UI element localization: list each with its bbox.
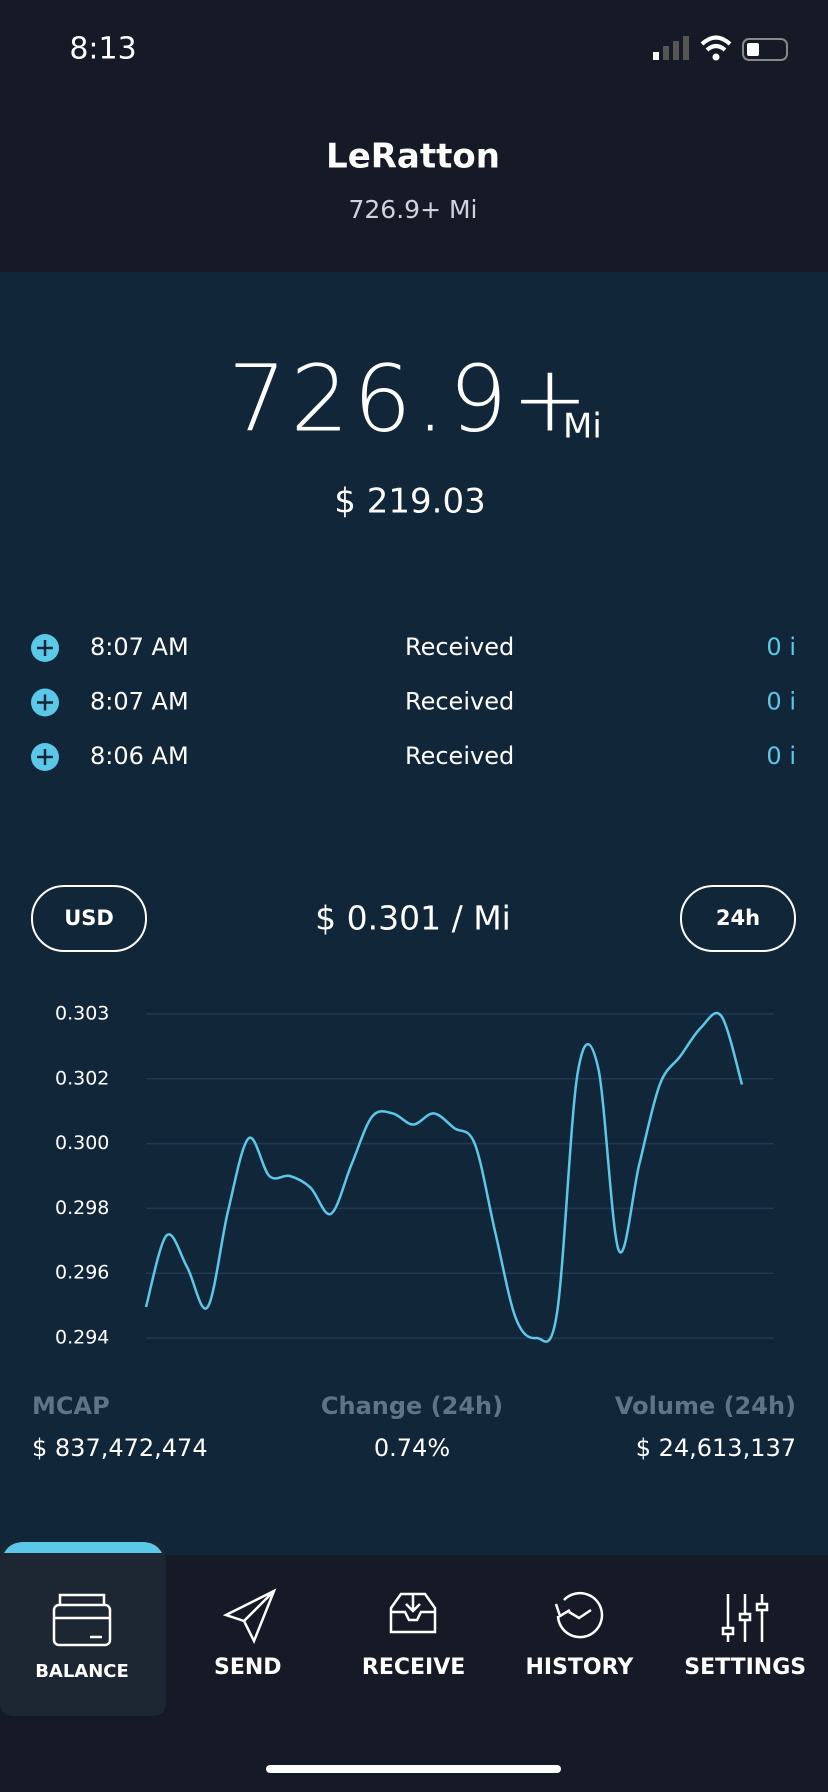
tx-time: 8:06 AM <box>90 742 189 770</box>
tab-label[interactable]: BALANCE <box>35 1661 129 1682</box>
y-tick-label: 0.303 <box>55 1003 109 1025</box>
top-bar <box>0 0 828 272</box>
tx-icon-plus <box>37 640 53 656</box>
stat-value: 0.74% <box>374 1434 450 1462</box>
tx-icon-plus <box>37 694 53 711</box>
stat-value: $ 837,472,474 <box>32 1434 208 1462</box>
tab-label[interactable]: SEND <box>214 1655 282 1680</box>
wallet-title: LeRatton <box>326 137 500 177</box>
home-indicator <box>266 1765 561 1773</box>
tx-amount: 0 i <box>766 688 796 716</box>
stat-label: Change (24h) <box>321 1392 503 1420</box>
tx-status: Received <box>405 688 514 716</box>
stat-label: Volume (24h) <box>615 1392 796 1420</box>
period-button[interactable] <box>680 885 796 952</box>
tx-amount: 0 i <box>766 742 796 770</box>
tx-status: Received <box>405 633 514 661</box>
price-chart: 0.294 0.296 0.298 0.300 0.302 0.303 <box>55 1003 774 1349</box>
tab-label[interactable]: RECEIVE <box>362 1655 465 1680</box>
stat-label: MCAP <box>32 1392 110 1420</box>
tx-status: Received <box>405 742 514 770</box>
main-panel <box>0 272 828 1555</box>
stat-value: $ 24,613,137 <box>636 1434 796 1462</box>
active-tab-indicator <box>4 1542 162 1553</box>
period-label[interactable]: 24h <box>716 906 760 930</box>
y-tick-label: 0.298 <box>55 1197 109 1219</box>
price-line <box>144 1011 744 1343</box>
tab-label[interactable]: SETTINGS <box>684 1655 806 1680</box>
currency-button[interactable] <box>31 885 147 952</box>
tab-icons <box>52 1588 769 1647</box>
tx-icon-plus <box>37 749 53 765</box>
clock: 8:13 <box>69 32 136 67</box>
price-rate: $ 0.301 / Mi <box>315 899 511 938</box>
y-tick-label: 0.296 <box>55 1262 109 1284</box>
status-icons <box>653 35 788 61</box>
tx-time: 8:07 AM <box>90 633 189 661</box>
tx-time: 8:07 AM <box>90 688 189 716</box>
stats: MCAP $ 837,472,474 Change (24h) 0.74% Volume… <box>32 1392 796 1462</box>
y-tick-label: 0.302 <box>55 1067 109 1089</box>
currency-label[interactable]: USD <box>64 906 114 930</box>
tabs: BALANCE SEND RECEIVE HISTORY SETTINGS <box>35 1655 806 1682</box>
balance-fiat: $ 219.03 <box>334 482 485 522</box>
balance-unit: Mi <box>563 407 602 447</box>
tx-amount: 0 i <box>766 633 796 661</box>
y-tick-label: 0.300 <box>55 1132 109 1154</box>
balance-amount: 726.9+ <box>228 346 592 453</box>
transactions: 8:07 AM Received 0 i 8:07 AM Received 0 i 8:06… <box>31 633 796 771</box>
active-tab-bg <box>0 1542 166 1716</box>
tab-label[interactable]: HISTORY <box>525 1655 634 1680</box>
y-tick-label: 0.294 <box>55 1327 109 1349</box>
wallet-subtitle: 726.9+ Mi <box>349 195 478 224</box>
